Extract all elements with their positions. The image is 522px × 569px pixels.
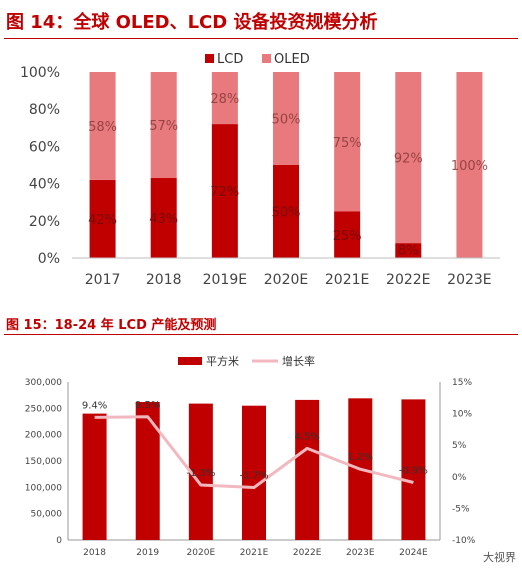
chart1-ytick-label: 40%	[29, 177, 60, 193]
chart2-xtick-label: 2023E	[346, 548, 375, 558]
chart1-bar-oled	[150, 72, 177, 179]
chart1-bar-oled	[273, 72, 299, 165]
chart1-data-label: 92%	[394, 152, 423, 167]
chart1-legend-swatch-oled	[262, 54, 271, 63]
chart2-ytick-left-label: 150,000	[25, 457, 62, 467]
chart2-xtick-label: 2020E	[187, 548, 216, 558]
chart1-data-label: 50%	[272, 206, 301, 221]
chart2-ytick-right-label: 10%	[452, 410, 472, 420]
chart2-svg: 平方米 增长率 0 50,000 100,000 150,000 200,000 250,00…	[25, 354, 476, 558]
chart1-data-label: 100%	[451, 159, 488, 174]
chart2-ytick-left-label: 50,000	[31, 510, 63, 520]
chart1-title: 图 14：全球 OLED、LCD 设备投资规模分析	[6, 12, 378, 33]
chart1-data-label: 75%	[333, 136, 362, 151]
chart1-bar-lcd	[150, 178, 177, 258]
chart2-ytick-left-label: 100,000	[25, 483, 62, 493]
chart2-bar	[135, 402, 160, 540]
chart1-title-rule	[4, 38, 518, 39]
chart1-legend-label-oled: OLED	[274, 52, 310, 67]
chart1-data-label: 42%	[88, 213, 117, 228]
chart2-bar	[188, 403, 213, 540]
chart1-bar-oled	[456, 72, 483, 258]
chart2-ytick-left-label: 200,000	[25, 431, 62, 441]
chart1-data-label: 50%	[272, 113, 301, 128]
chart1-bar-lcd	[334, 211, 361, 258]
chart1-legend-swatch-lcd	[205, 54, 214, 63]
chart1-xtick-label: 2020E	[264, 272, 308, 288]
chart1-data-label: 28%	[210, 92, 239, 107]
chart1-bar-oled	[211, 72, 238, 125]
chart2-ytick-right-label: 5%	[452, 441, 467, 451]
chart2-data-label: 9.4%	[82, 400, 107, 411]
chart1-bar-oled	[334, 72, 361, 212]
chart1-xtick-label: 2022E	[386, 272, 430, 288]
chart1-xtick-label: 2019E	[203, 272, 247, 288]
chart1-legend-label-lcd: LCD	[217, 52, 243, 67]
chart1-svg: LCD OLED 0% 20% 40% 60% 80% 100% 42% 58% 2017 43% 57…	[20, 52, 500, 288]
chart1-bar-lcd	[273, 165, 299, 258]
chart1-ytick-label: 80%	[29, 102, 60, 118]
chart1-xtick-label: 2021E	[325, 272, 369, 288]
chart1-ytick-label: 0%	[38, 251, 60, 267]
chart2-data-label: -1.7%	[239, 471, 268, 482]
chart2-bar	[295, 399, 320, 540]
chart1-xtick-label: 2018	[146, 272, 182, 288]
chart1-data-label: 57%	[149, 119, 178, 134]
chart1-bar-lcd	[395, 243, 422, 258]
chart1-bar-oled	[89, 72, 116, 180]
chart1-data-label: 8%	[398, 244, 419, 259]
chart2-ytick-right-label: 0%	[452, 473, 467, 483]
chart2-ytick-right-label: -5%	[452, 504, 470, 514]
chart1-bar-oled	[395, 72, 422, 244]
chart1-data-label: 25%	[333, 229, 362, 244]
chart1-xtick-label: 2017	[85, 272, 121, 288]
chart2-xtick-label: 2022E	[293, 548, 322, 558]
chart2-ytick-left-label: 0	[56, 536, 62, 546]
chart2-bar	[401, 399, 426, 540]
chart2-data-label: -0.9%	[399, 465, 428, 476]
chart1-ytick-label: 60%	[29, 139, 60, 155]
chart2-growth-line	[94, 415, 414, 490]
chart1-data-label: 58%	[88, 120, 117, 135]
chart1-ytick-label: 20%	[29, 214, 60, 230]
chart2-data-label: -1.3%	[186, 468, 215, 479]
chart2-bar	[82, 413, 107, 540]
chart1-bar-lcd	[211, 124, 238, 258]
chart2-data-label: 1.2%	[348, 452, 373, 463]
chart2-ytick-right-label: -10%	[452, 536, 476, 546]
chart2-data-label: 4.5%	[294, 431, 319, 442]
chart2-title-rule	[4, 334, 518, 335]
chart2-xtick-label: 2024E	[399, 548, 428, 558]
chart2-ytick-left-label: 300,000	[25, 378, 62, 388]
chart2-ytick-right-label: 15%	[452, 378, 472, 388]
watermark: 大视界	[483, 551, 516, 564]
chart2-bar	[242, 405, 266, 540]
chart2-title: 图 15：18-24 年 LCD 产能及预测	[6, 318, 217, 333]
figure-15: 图 15：18-24 年 LCD 产能及预测 平方米 增长率 0 50,000 100,…	[0, 310, 522, 569]
chart2-ytick-left-label: 250,000	[25, 404, 62, 414]
chart2-legend-label-line: 增长率	[282, 354, 315, 368]
chart2-legend-label-bar: 平方米	[206, 354, 239, 368]
chart1-bar-lcd	[89, 179, 116, 258]
chart1-xtick-label: 2023E	[447, 272, 491, 288]
chart2-xtick-label: 2018	[83, 548, 106, 558]
chart2-data-label: 9.5%	[135, 400, 160, 411]
chart2-legend-swatch-bar	[178, 357, 202, 365]
figure-14: 图 14：全球 OLED、LCD 设备投资规模分析 LCD OLED 0% 20% 40…	[4, 12, 518, 288]
chart2-xtick-label: 2019	[136, 548, 159, 558]
chart1-ytick-label: 100%	[20, 65, 60, 81]
chart2-xtick-label: 2021E	[240, 548, 269, 558]
chart1-data-label: 72%	[210, 185, 239, 200]
chart1-data-label: 43%	[149, 212, 178, 227]
